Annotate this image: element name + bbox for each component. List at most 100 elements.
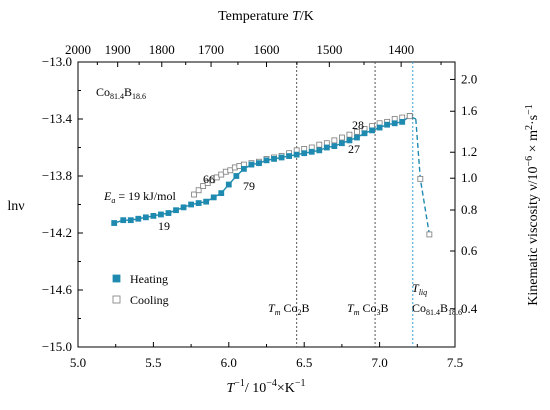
left-axis-ticks: −13.0 −13.4 −13.8 −14.2 −14.6 −15.0 xyxy=(42,54,83,354)
cooling-point xyxy=(354,128,360,135)
bottom-axis-title: T−1/ 10−4×K−1 xyxy=(226,378,305,396)
left-tick-label: −13.0 xyxy=(42,54,72,69)
tm-co2b-label: Tm Co2B xyxy=(268,301,310,317)
cooling-point xyxy=(191,191,198,198)
legend-heating-label: Heating xyxy=(130,272,168,286)
left-tick-label: −13.8 xyxy=(42,168,72,183)
cooling-point xyxy=(406,113,413,120)
heating-point xyxy=(361,130,368,137)
cooling-point xyxy=(426,231,433,238)
heating-point xyxy=(225,181,232,188)
heating-point xyxy=(158,211,164,218)
right-axis-ticks: 2.0 1.6 1.2 1.0 0.8 0.6 0.4 xyxy=(450,71,478,316)
bottom-tick-label: 7.0 xyxy=(371,355,387,370)
heating-point xyxy=(376,124,383,131)
right-tick-label: 0.4 xyxy=(461,301,478,316)
heating-point xyxy=(165,210,172,216)
top-tick-label: 2000 xyxy=(65,42,91,57)
heating-point xyxy=(286,153,293,159)
cooling-point xyxy=(331,137,338,144)
tliq-label: Tliq xyxy=(412,281,427,297)
heating-point xyxy=(271,155,277,162)
heating-point xyxy=(316,147,323,154)
heating-point xyxy=(173,207,179,214)
heating-point xyxy=(240,165,247,172)
annotation-19: 19 xyxy=(158,219,170,233)
heating-point xyxy=(323,144,330,151)
heating-point xyxy=(391,120,398,127)
top-axis-title: Temperature T/K xyxy=(218,9,314,24)
heating-point xyxy=(308,148,315,155)
heating-point xyxy=(127,217,134,224)
cooling-point xyxy=(346,131,353,138)
legend-cooling-label: Cooling xyxy=(130,293,169,307)
co-b-bottom-label: Co81.4B18.6 xyxy=(412,301,462,317)
top-tick-label: 1600 xyxy=(254,42,280,57)
heating-point xyxy=(369,127,375,134)
heating-point xyxy=(399,118,406,125)
top-tick-label: 1700 xyxy=(198,42,224,57)
top-tick-label: 1400 xyxy=(388,42,414,57)
heating-point xyxy=(135,215,142,222)
bottom-tick-label: 5.5 xyxy=(145,355,161,370)
left-tick-label: −14.2 xyxy=(42,225,72,240)
tm-co3b-label: Tm Co3B xyxy=(347,301,389,317)
bottom-axis-ticks: 5.0 5.5 6.0 6.5 7.0 7.5 xyxy=(70,342,463,370)
cooling-point xyxy=(316,141,323,148)
heating-point xyxy=(331,143,338,149)
right-tick-label: 1.2 xyxy=(461,144,477,159)
right-tick-label: 1.0 xyxy=(461,170,477,185)
cooling-point xyxy=(417,175,424,182)
heating-point xyxy=(338,140,345,147)
heating-point xyxy=(188,201,195,208)
legend: Heating Cooling xyxy=(112,272,169,307)
legend-cooling-marker xyxy=(112,295,121,304)
heating-point xyxy=(111,220,118,226)
legend-heating-marker xyxy=(112,274,121,283)
heating-point xyxy=(248,161,255,168)
heating-point xyxy=(120,217,127,224)
vertical-reference-lines xyxy=(296,62,414,347)
top-tick-label: 1800 xyxy=(149,42,175,57)
left-axis-title: lnν xyxy=(7,199,24,214)
heating-point xyxy=(293,151,300,158)
right-tick-label: 0.8 xyxy=(461,202,477,217)
annotation-66: 66 xyxy=(203,172,215,186)
series-markers xyxy=(111,113,433,238)
annotation-79: 79 xyxy=(243,179,255,193)
bottom-tick-label: 5.0 xyxy=(70,355,86,370)
heating-point xyxy=(218,190,225,197)
right-tick-label: 1.6 xyxy=(461,103,478,118)
bottom-tick-label: 6.5 xyxy=(296,355,312,370)
composition-label: Co81.4B18.6 xyxy=(96,85,146,101)
left-tick-label: −13.4 xyxy=(42,111,73,126)
cooling-point xyxy=(195,187,202,194)
heating-point xyxy=(233,173,240,179)
bottom-tick-label: 7.5 xyxy=(447,355,463,370)
heating-point xyxy=(150,212,157,219)
top-tick-label: 1900 xyxy=(105,42,131,57)
right-tick-label: 0.6 xyxy=(461,243,478,258)
heating-point xyxy=(384,121,391,128)
activation-energy-label: Ea = 19 kJ/mol xyxy=(103,189,176,205)
bottom-tick-label: 6.0 xyxy=(221,355,237,370)
annotation-27: 27 xyxy=(348,142,360,156)
heating-point xyxy=(210,194,217,201)
top-tick-label: 1500 xyxy=(316,42,342,57)
top-axis-ticks: 2000 1900 1800 1700 1600 1500 1400 xyxy=(65,42,442,67)
heating-point xyxy=(346,137,353,144)
heating-point xyxy=(301,150,308,157)
left-tick-label: −15.0 xyxy=(42,339,72,354)
heating-point xyxy=(203,198,210,205)
cooling-point xyxy=(338,134,345,141)
heating-point xyxy=(180,204,187,211)
heating-point xyxy=(195,200,202,206)
right-axis-title: Kinematic viscosity ν/10−6 × m2·s−1 xyxy=(524,104,541,306)
annotation-28: 28 xyxy=(352,118,364,132)
left-tick-label: −14.6 xyxy=(42,282,73,297)
heating-point xyxy=(263,157,270,164)
heating-point xyxy=(256,160,262,167)
heating-point xyxy=(278,154,285,161)
heating-point xyxy=(354,134,360,141)
